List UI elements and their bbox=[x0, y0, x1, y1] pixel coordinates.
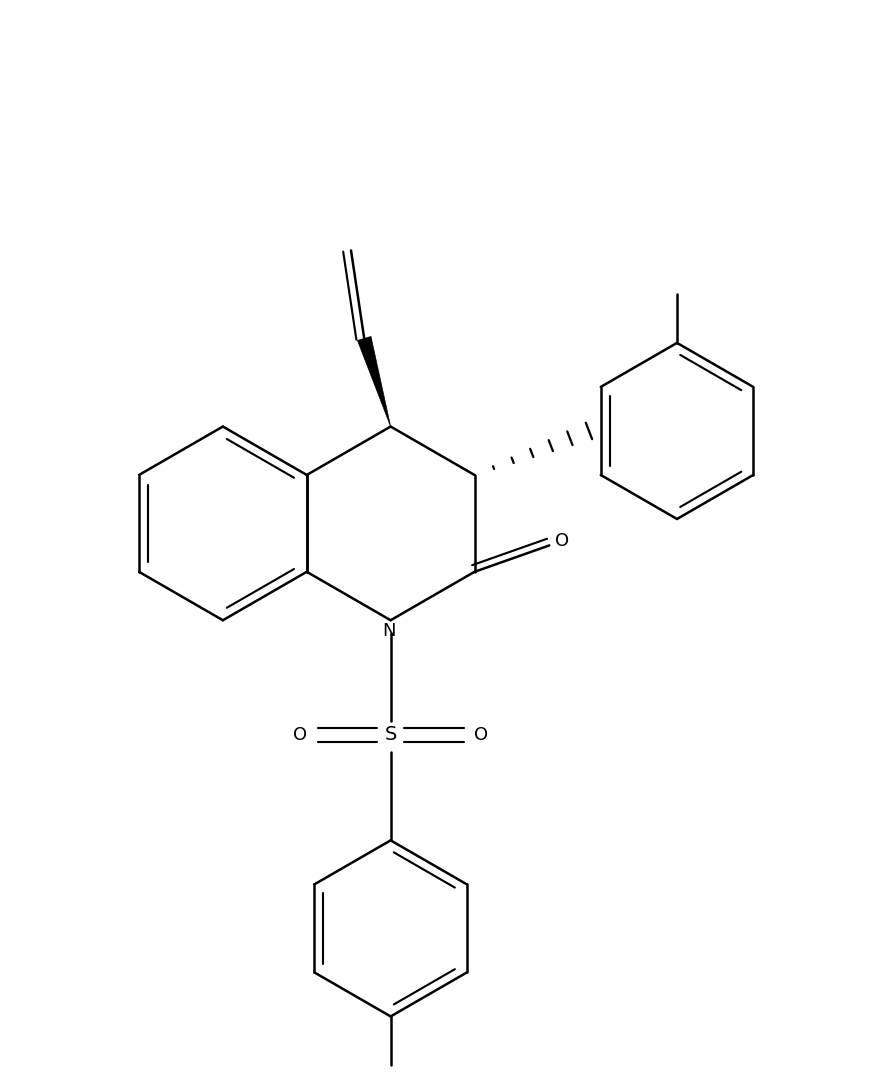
Text: N: N bbox=[382, 622, 396, 639]
Polygon shape bbox=[357, 337, 391, 426]
Text: O: O bbox=[293, 726, 307, 743]
Text: O: O bbox=[556, 532, 570, 550]
Text: O: O bbox=[474, 726, 488, 743]
Text: S: S bbox=[385, 725, 397, 744]
